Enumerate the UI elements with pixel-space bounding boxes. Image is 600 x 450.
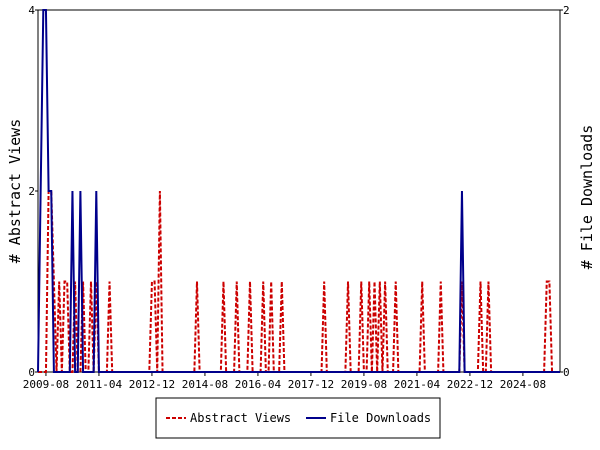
x-tick-label: 2011-04 bbox=[76, 378, 123, 391]
y-left-axis-title: # Abstract Views bbox=[6, 119, 24, 264]
x-tick-label: 2022-12 bbox=[447, 378, 493, 391]
x-tick-label: 2019-08 bbox=[341, 378, 387, 391]
y-right-axis-title: # File Downloads bbox=[578, 125, 596, 270]
x-tick-label: 2014-08 bbox=[182, 378, 228, 391]
legend-box bbox=[155, 397, 441, 439]
y-right-tick-label: 2 bbox=[563, 4, 570, 17]
x-tick-label: 2012-12 bbox=[129, 378, 175, 391]
x-tick-label: 2021-04 bbox=[394, 378, 441, 391]
y-left-tick-label: 0 bbox=[28, 366, 35, 379]
legend: Abstract Views File Downloads bbox=[155, 397, 441, 439]
y-left-tick-label: 2 bbox=[28, 185, 35, 198]
legend-label-abstract-views: Abstract Views bbox=[190, 411, 291, 425]
x-tick-label: 2024-08 bbox=[500, 378, 546, 391]
plot-area bbox=[37, 9, 561, 373]
x-tick-label: 2009-08 bbox=[23, 378, 69, 391]
y-right-tick-label: 0 bbox=[563, 366, 570, 379]
x-tick-label: 2017-12 bbox=[288, 378, 334, 391]
series-line-file-downloads bbox=[37, 9, 560, 373]
y-left-tick-label: 4 bbox=[28, 4, 35, 17]
legend-label-file-downloads: File Downloads bbox=[330, 411, 431, 425]
x-tick-label: 2016-04 bbox=[235, 378, 282, 391]
